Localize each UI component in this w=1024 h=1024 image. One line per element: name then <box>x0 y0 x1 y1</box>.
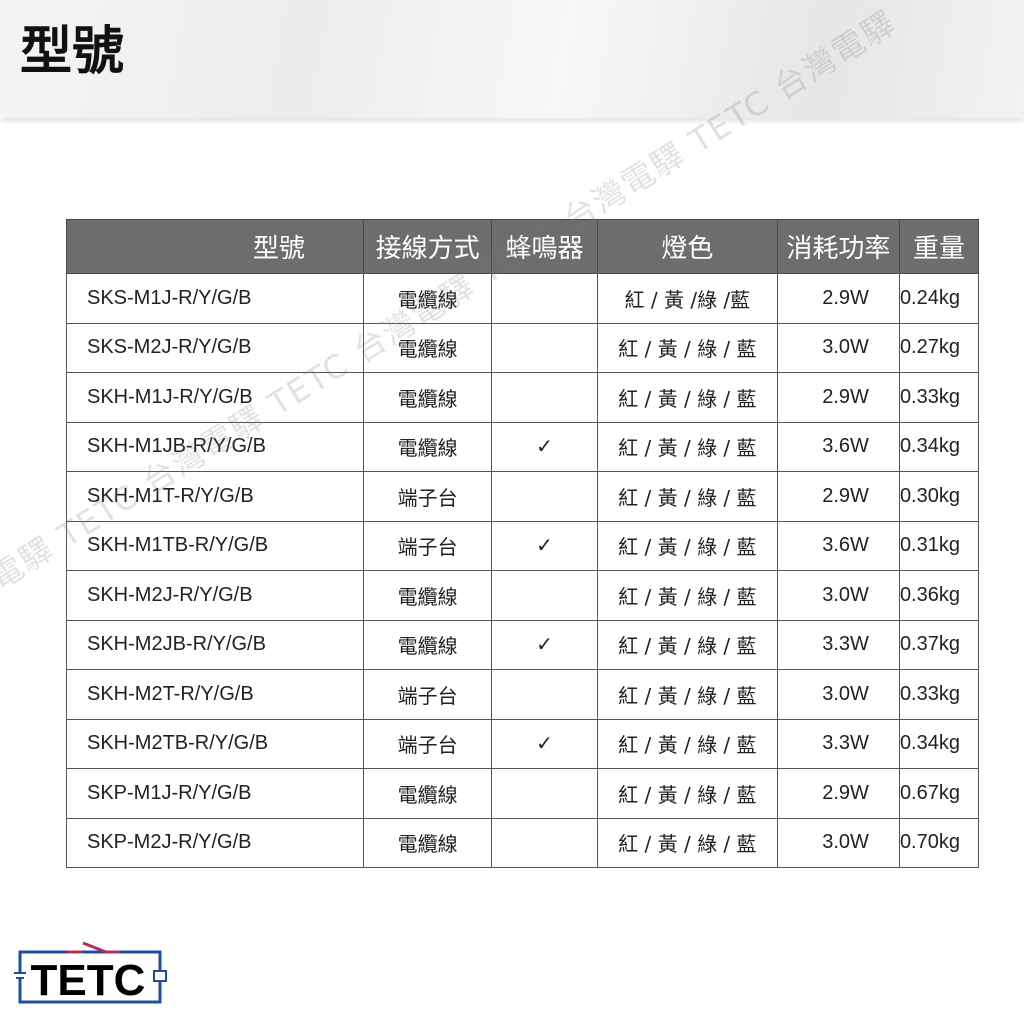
cell-buzzer <box>491 570 598 621</box>
cell-buzzer <box>491 273 598 324</box>
cell-weight: 0.34kg <box>898 718 980 769</box>
cell-wiring: 電纜線 <box>362 768 493 819</box>
cell-weight: 0.37kg <box>898 619 980 670</box>
cell-weight: 0.33kg <box>898 372 980 423</box>
header-color: 燈色 <box>596 219 778 274</box>
cell-buzzer: ✓ <box>491 520 598 571</box>
cell-wiring: 電纜線 <box>362 817 493 868</box>
table-row: SKP-M2J-R/Y/G/B 電纜線 紅 / 黃 / 綠 / 藍 3.0W 0.70k… <box>66 817 980 868</box>
cell-power: 3.6W <box>776 520 900 571</box>
cell-weight: 0.67kg <box>898 768 980 819</box>
cell-model: SKP-M2J-R/Y/G/B <box>66 817 364 868</box>
cell-weight: 0.33kg <box>898 669 980 720</box>
table-row: SKH-M2J-R/Y/G/B 電纜線 紅 / 黃 / 綠 / 藍 3.0W 0.36k… <box>66 570 980 621</box>
cell-buzzer <box>491 322 598 373</box>
header-power: 消耗功率 <box>776 219 900 274</box>
table-header-row: 型號 接線方式 蜂鳴器 燈色 消耗功率 重量 <box>66 219 980 274</box>
cell-power: 3.0W <box>776 817 900 868</box>
cell-color: 紅 / 黃 / 綠 / 藍 <box>596 619 778 670</box>
cell-buzzer <box>491 768 598 819</box>
cell-buzzer <box>491 669 598 720</box>
table-row: SKH-M1JB-R/Y/G/B 電纜線 ✓ 紅 / 黃 / 綠 / 藍 3.6W 0.3… <box>66 421 980 472</box>
cell-power: 2.9W <box>776 768 900 819</box>
table-row: SKH-M1J-R/Y/G/B 電纜線 紅 / 黃 / 綠 / 藍 2.9W 0.33k… <box>66 372 980 423</box>
cell-color: 紅 / 黃 / 綠 / 藍 <box>596 817 778 868</box>
table-row: SKH-M2TB-R/Y/G/B 端子台 ✓ 紅 / 黃 / 綠 / 藍 3.3W 0.3… <box>66 718 980 769</box>
cell-power: 3.0W <box>776 322 900 373</box>
cell-wiring: 端子台 <box>362 718 493 769</box>
cell-wiring: 電纜線 <box>362 322 493 373</box>
cell-buzzer <box>491 471 598 522</box>
header-weight: 重量 <box>898 219 980 274</box>
cell-weight: 0.31kg <box>898 520 980 571</box>
cell-color: 紅 / 黃 / 綠 / 藍 <box>596 718 778 769</box>
cell-wiring: 電纜線 <box>362 372 493 423</box>
cell-weight: 0.24kg <box>898 273 980 324</box>
svg-text:TETC: TETC <box>31 956 146 1005</box>
cell-wiring: 端子台 <box>362 471 493 522</box>
cell-model: SKH-M2T-R/Y/G/B <box>66 669 364 720</box>
cell-model: SKS-M2J-R/Y/G/B <box>66 322 364 373</box>
table-row: SKH-M1T-R/Y/G/B 端子台 紅 / 黃 / 綠 / 藍 2.9W 0.30k… <box>66 471 980 522</box>
cell-color: 紅 / 黃 / 綠 / 藍 <box>596 520 778 571</box>
cell-power: 3.3W <box>776 718 900 769</box>
cell-model: SKH-M2TB-R/Y/G/B <box>66 718 364 769</box>
cell-weight: 0.30kg <box>898 471 980 522</box>
cell-color: 紅 / 黃 / 綠 / 藍 <box>596 768 778 819</box>
cell-color: 紅 / 黃 / 綠 / 藍 <box>596 570 778 621</box>
cell-wiring: 電纜線 <box>362 421 493 472</box>
cell-buzzer: ✓ <box>491 718 598 769</box>
cell-wiring: 端子台 <box>362 669 493 720</box>
cell-weight: 0.27kg <box>898 322 980 373</box>
cell-model: SKH-M1T-R/Y/G/B <box>66 471 364 522</box>
cell-color: 紅 / 黃 /綠 /藍 <box>596 273 778 324</box>
title-banner <box>0 0 1024 118</box>
cell-buzzer <box>491 372 598 423</box>
page-title: 型號 <box>20 22 125 82</box>
spec-table: 型號 接線方式 蜂鳴器 燈色 消耗功率 重量 SKS-M1J-R/Y/G/B 電纜… <box>66 219 980 868</box>
cell-model: SKS-M1J-R/Y/G/B <box>66 273 364 324</box>
table-row: SKP-M1J-R/Y/G/B 電纜線 紅 / 黃 / 綠 / 藍 2.9W 0.67k… <box>66 768 980 819</box>
header-buzzer: 蜂鳴器 <box>491 219 598 274</box>
table-row: SKS-M2J-R/Y/G/B 電纜線 紅 / 黃 / 綠 / 藍 3.0W 0.27k… <box>66 322 980 373</box>
cell-weight: 0.70kg <box>898 817 980 868</box>
cell-model: SKH-M1TB-R/Y/G/B <box>66 520 364 571</box>
cell-buzzer: ✓ <box>491 619 598 670</box>
cell-wiring: 電纜線 <box>362 273 493 324</box>
cell-power: 3.0W <box>776 570 900 621</box>
cell-power: 2.9W <box>776 471 900 522</box>
cell-power: 3.0W <box>776 669 900 720</box>
cell-buzzer <box>491 817 598 868</box>
cell-model: SKP-M1J-R/Y/G/B <box>66 768 364 819</box>
table-row: SKH-M2T-R/Y/G/B 端子台 紅 / 黃 / 綠 / 藍 3.0W 0.33k… <box>66 669 980 720</box>
header-model: 型號 <box>66 219 364 274</box>
cell-color: 紅 / 黃 / 綠 / 藍 <box>596 421 778 472</box>
cell-model: SKH-M2J-R/Y/G/B <box>66 570 364 621</box>
header-wiring: 接線方式 <box>362 219 493 274</box>
cell-color: 紅 / 黃 / 綠 / 藍 <box>596 471 778 522</box>
cell-wiring: 電纜線 <box>362 619 493 670</box>
cell-power: 3.6W <box>776 421 900 472</box>
cell-power: 3.3W <box>776 619 900 670</box>
cell-color: 紅 / 黃 / 綠 / 藍 <box>596 322 778 373</box>
cell-color: 紅 / 黃 / 綠 / 藍 <box>596 669 778 720</box>
cell-weight: 0.34kg <box>898 421 980 472</box>
table-row: SKH-M2JB-R/Y/G/B 電纜線 ✓ 紅 / 黃 / 綠 / 藍 3.3W 0.3… <box>66 619 980 670</box>
cell-weight: 0.36kg <box>898 570 980 621</box>
cell-model: SKH-M1J-R/Y/G/B <box>66 372 364 423</box>
tetc-logo: TETC <box>14 941 167 1005</box>
cell-wiring: 端子台 <box>362 520 493 571</box>
table-row: SKS-M1J-R/Y/G/B 電纜線 紅 / 黃 /綠 /藍 2.9W 0.24kg <box>66 273 980 324</box>
cell-wiring: 電纜線 <box>362 570 493 621</box>
cell-buzzer: ✓ <box>491 421 598 472</box>
cell-model: SKH-M2JB-R/Y/G/B <box>66 619 364 670</box>
cell-color: 紅 / 黃 / 綠 / 藍 <box>596 372 778 423</box>
cell-power: 2.9W <box>776 372 900 423</box>
cell-power: 2.9W <box>776 273 900 324</box>
cell-model: SKH-M1JB-R/Y/G/B <box>66 421 364 472</box>
table-row: SKH-M1TB-R/Y/G/B 端子台 ✓ 紅 / 黃 / 綠 / 藍 3.6W 0.3… <box>66 520 980 571</box>
